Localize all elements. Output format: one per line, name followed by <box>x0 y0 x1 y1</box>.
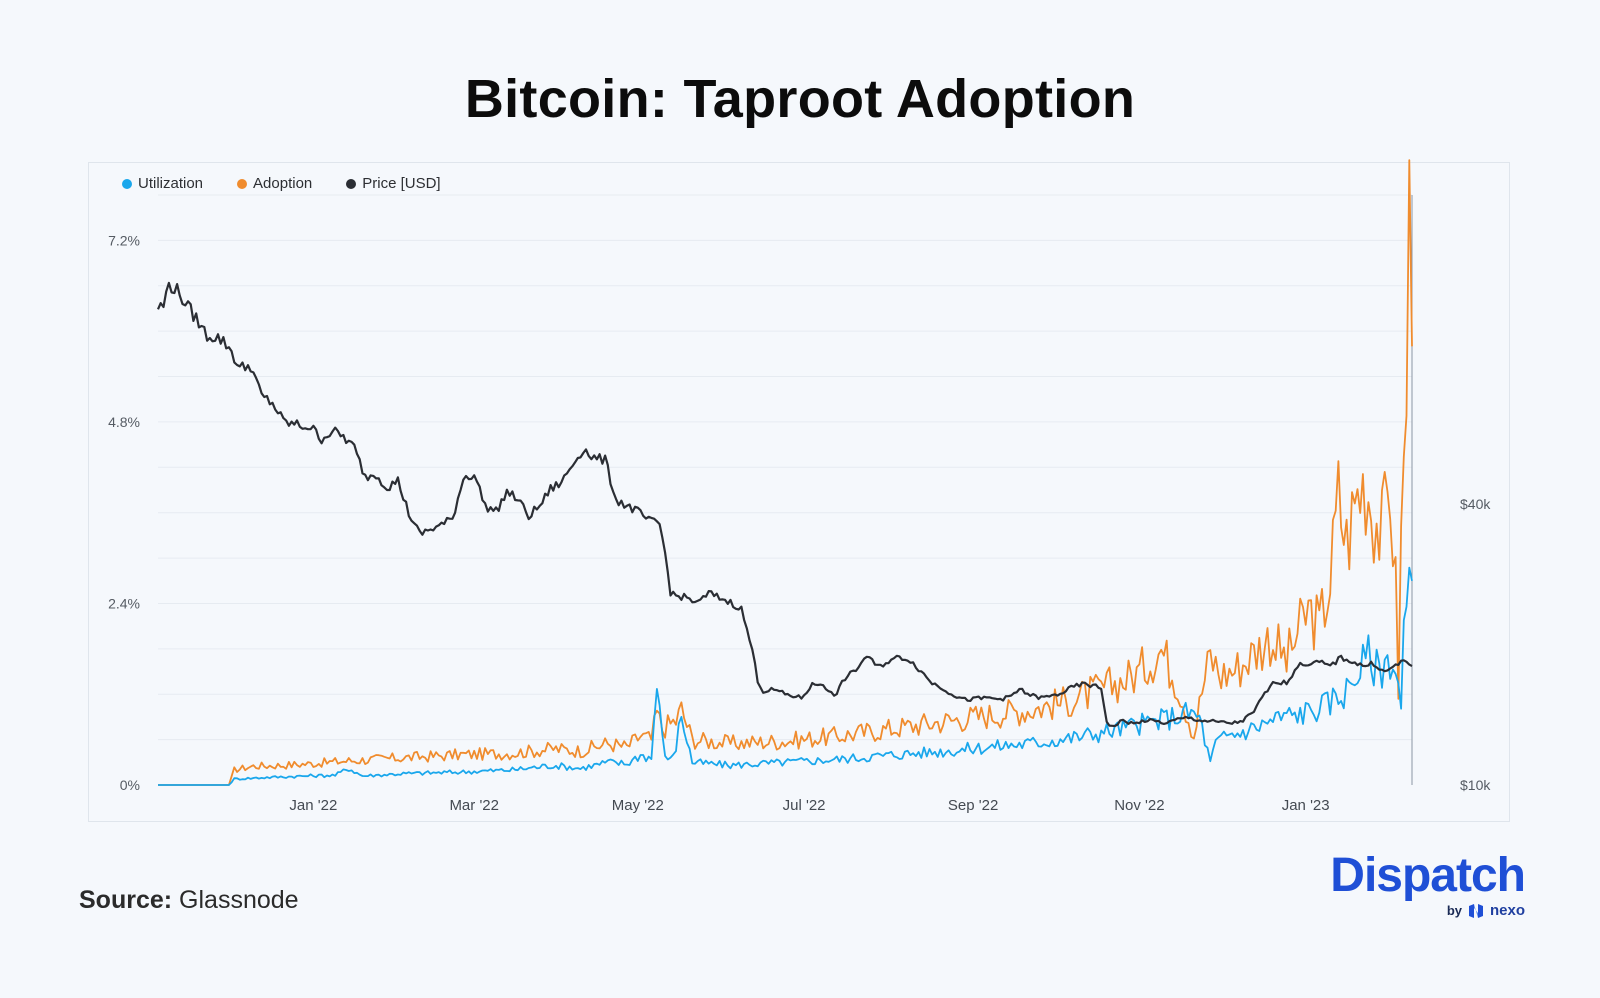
source-label: Source: <box>79 886 173 914</box>
y-left-tick-label: 2.4% <box>108 595 140 611</box>
chart-title: Bitcoin: Taproot Adoption <box>464 69 1136 129</box>
x-tick-label: Jan '23 <box>1282 797 1330 814</box>
logo-by-text: by <box>1446 903 1462 918</box>
adoption-line <box>158 159 1413 786</box>
legend-label-adoption: Adoption <box>253 175 313 192</box>
adoption-dot-icon <box>237 178 248 189</box>
price-line <box>156 281 1413 728</box>
dispatch-logo: Dispatch by nexo <box>1300 849 1526 922</box>
x-tick-label: Jan '22 <box>289 797 337 814</box>
x-tick-label: May '22 <box>612 797 664 814</box>
y-right-tick-label: $40k <box>1460 496 1491 512</box>
logo-partner-text: nexo <box>1489 902 1525 919</box>
x-tick-label: Sep '22 <box>948 797 998 814</box>
legend-label-utilization: Utilization <box>138 175 204 192</box>
y-right-tick-label: $10k <box>1460 777 1491 793</box>
x-tick-label: Jul '22 <box>783 797 826 814</box>
source-note: Source: Glassnode <box>79 886 299 915</box>
logo-wordmark: Dispatch <box>1330 849 1526 902</box>
y-left-tick-label: 4.8% <box>108 414 140 430</box>
utilization-line <box>158 566 1413 786</box>
x-tick-label: Mar '22 <box>449 797 499 814</box>
x-tick-label: Nov '22 <box>1114 797 1164 814</box>
legend-label-price: Price [USD] <box>362 175 441 192</box>
source-value: Glassnode <box>179 886 299 914</box>
chart-panel <box>88 162 1510 822</box>
y-left-tick-label: 7.2% <box>108 232 140 248</box>
logo-byline: by nexo <box>1447 902 1525 919</box>
nexo-icon <box>1468 903 1483 918</box>
utilization-dot-icon <box>122 178 132 189</box>
price-dot-icon <box>346 178 357 189</box>
legend-item-utilization[interactable]: Utilization <box>122 175 203 192</box>
y-left-tick-label: 0% <box>120 777 140 793</box>
legend-item-adoption[interactable]: Adoption <box>237 175 312 192</box>
legend-item-price[interactable]: Price [USD] <box>346 175 441 192</box>
chart-legend: Utilization Adoption Price [USD] <box>122 175 441 192</box>
